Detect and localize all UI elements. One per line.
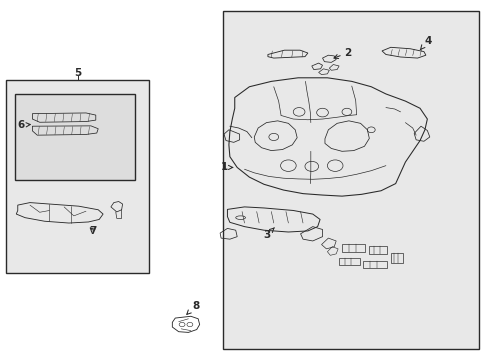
Bar: [5, 80, 149, 273]
Text: 4: 4: [420, 36, 430, 50]
Bar: [222, 12, 478, 348]
Text: 1: 1: [220, 162, 232, 172]
Bar: [15, 94, 135, 180]
Text: 5: 5: [74, 68, 81, 78]
Text: 8: 8: [186, 301, 199, 314]
Text: 2: 2: [333, 48, 351, 59]
Text: 6: 6: [18, 120, 30, 130]
Text: 7: 7: [89, 226, 97, 236]
Text: 3: 3: [263, 228, 274, 240]
